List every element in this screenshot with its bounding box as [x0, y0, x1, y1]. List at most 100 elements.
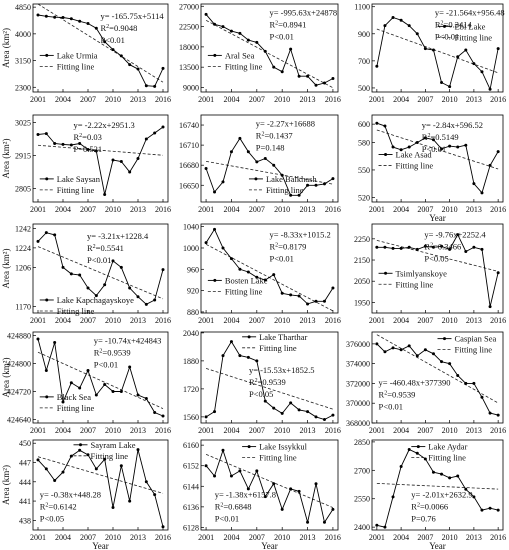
regression-equation: y= -460.48x+377390 — [379, 378, 451, 388]
data-point — [153, 84, 157, 88]
x-tick-label: 2007 — [249, 426, 265, 435]
x-tick-label: 2010 — [105, 316, 121, 325]
data-point — [314, 482, 318, 486]
data-point — [472, 182, 476, 186]
legend-series-label: Aral Sea — [225, 50, 255, 60]
x-axis-title-4: Year — [429, 541, 446, 550]
x-tick-label: 2013 — [130, 316, 146, 325]
data-point — [221, 448, 225, 452]
regression-equation: y= -3.21x+1228.4 — [87, 231, 149, 241]
x-tick-label: 2010 — [105, 426, 121, 435]
x-tick-label: 2004 — [223, 205, 239, 214]
x-tick-label: 2007 — [417, 533, 433, 542]
data-point — [472, 62, 476, 66]
data-point — [415, 140, 419, 144]
data-point — [69, 272, 73, 276]
data-point — [221, 246, 225, 250]
data-point — [280, 291, 284, 295]
data-point — [144, 480, 148, 484]
data-point — [448, 247, 452, 251]
x-tick-label: 2010 — [274, 533, 290, 542]
y-tick-label: 900 — [358, 30, 370, 39]
data-point — [86, 453, 90, 457]
data-point — [488, 506, 492, 510]
data-point — [86, 286, 90, 290]
panel-lake-balkhash: 2001 2004 2007 2010 2013 2016 16650 16680 16710 1… — [179, 114, 341, 214]
x-tick-label: 2016 — [490, 533, 506, 542]
series-line — [376, 16, 499, 91]
y-tick-label: 368000 — [346, 419, 370, 428]
data-point — [314, 183, 318, 187]
x-tick-label: 2010 — [442, 205, 458, 214]
y-axis-title-row-1: Area (km²) — [1, 28, 11, 68]
series-line — [376, 343, 499, 416]
fitting-line — [37, 144, 164, 156]
data-point — [204, 12, 208, 16]
data-point — [44, 14, 48, 18]
r-squared: R2=0.6142 — [40, 502, 77, 512]
y-tick-label: 700 — [358, 57, 370, 66]
data-point — [488, 163, 492, 167]
x-tick-label: 2007 — [249, 533, 265, 542]
data-point — [53, 341, 57, 344]
legend-series-marker — [416, 445, 420, 449]
panel-bosten-lake: 2001 2004 2007 2010 2013 2016 880 920 960 1000 104… — [183, 223, 341, 325]
data-point — [322, 182, 326, 186]
data-point — [456, 374, 460, 378]
data-point — [272, 406, 276, 410]
x-tick-label: 2004 — [55, 95, 71, 104]
series-line — [376, 448, 499, 528]
fitting-line — [37, 456, 164, 494]
y-tick-label: 6160 — [183, 441, 199, 450]
regression-equation: y= -995.63x+24878 — [270, 8, 338, 18]
data-point — [69, 143, 73, 147]
legend-series-marker — [384, 271, 388, 275]
data-point — [78, 386, 82, 390]
y-tick-label: 2915 — [15, 152, 31, 161]
data-point — [119, 54, 123, 58]
data-point — [86, 21, 90, 25]
data-point — [36, 458, 40, 462]
data-point — [423, 457, 427, 461]
data-point — [53, 479, 57, 482]
x-tick-label: 2007 — [80, 533, 96, 542]
data-point — [306, 520, 310, 524]
data-point — [399, 246, 403, 250]
p-value: P=0.76 — [411, 514, 435, 524]
data-point — [111, 506, 115, 509]
y-axis-title-row-5: Area (km²) — [1, 465, 11, 505]
y-tick-label: 372000 — [346, 379, 370, 388]
regression-equation: y= -0.38x+448.28 — [40, 490, 101, 500]
y-tick-label: 370000 — [346, 399, 370, 408]
legend-series-label: Bosten Lake — [225, 275, 268, 285]
x-tick-label: 2016 — [490, 205, 506, 214]
fitting-line — [376, 240, 499, 272]
plot-frame — [32, 114, 169, 203]
data-point — [69, 17, 73, 21]
x-tick-label: 2016 — [490, 316, 506, 325]
data-point — [289, 487, 293, 491]
x-tick-label: 2001 — [30, 426, 46, 435]
x-tick-label: 2001 — [369, 426, 385, 435]
r-squared: R2=0.5541 — [87, 243, 124, 253]
x-tick-label: 2004 — [55, 316, 71, 325]
y-tick-label: 13500 — [179, 63, 199, 72]
x-tick-label: 2007 — [249, 95, 265, 104]
data-point — [448, 85, 452, 89]
y-tick-label: 1000 — [183, 244, 199, 253]
x-tick-label: 2013 — [130, 533, 146, 542]
x-axis-title-3: Year — [261, 541, 278, 550]
r-squared: R2=0.5149 — [422, 132, 459, 142]
legend-series-label: Lake Saysan — [57, 174, 101, 184]
x-axis-title-2: Year — [92, 541, 109, 550]
data-point — [204, 241, 208, 245]
x-tick-label: 2010 — [105, 95, 121, 104]
data-point — [440, 81, 444, 85]
data-point — [229, 340, 233, 344]
data-point — [255, 160, 259, 164]
data-point — [61, 16, 65, 20]
fitting-line — [37, 246, 164, 300]
data-point — [375, 121, 379, 125]
y-tick-label: 2250 — [354, 235, 370, 244]
data-point — [144, 84, 148, 88]
